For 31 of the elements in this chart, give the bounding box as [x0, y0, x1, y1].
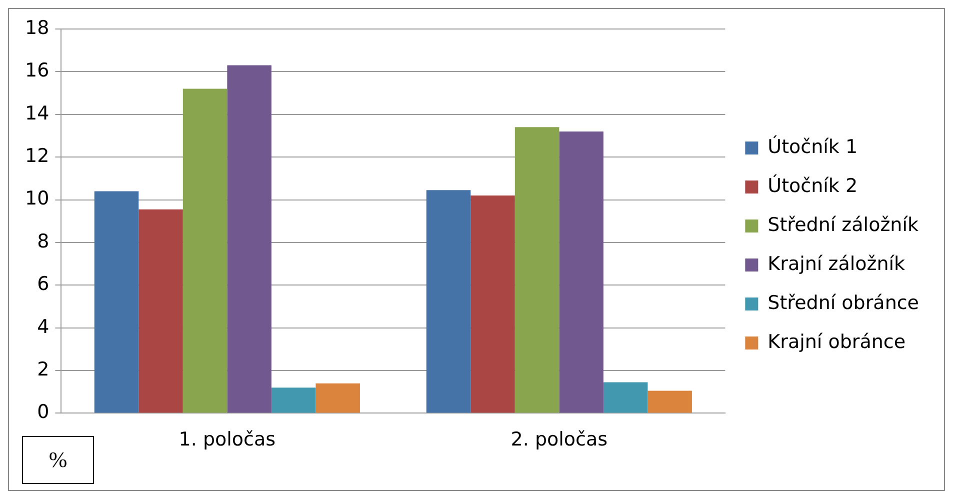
- bar: [648, 390, 692, 413]
- legend-label: Střední záložník: [768, 214, 919, 236]
- bar: [470, 195, 515, 413]
- bar: [426, 190, 471, 413]
- y-tick-label: 14: [24, 102, 50, 124]
- y-tick-label: 6: [37, 273, 50, 296]
- legend-label: Útočník 1: [768, 134, 858, 158]
- bar: [603, 382, 648, 413]
- y-tick-label: 18: [24, 16, 50, 39]
- bar: [559, 131, 604, 413]
- bar: [94, 191, 139, 413]
- legend-label: Krajní záložník: [768, 252, 906, 275]
- y-axis-title: %: [22, 436, 94, 484]
- bar: [514, 127, 560, 413]
- bar: [271, 388, 316, 413]
- y-tick-label: 10: [24, 188, 50, 210]
- x-tick-label: 1. poločas: [178, 428, 276, 451]
- x-tick-label: 2. poločas: [510, 428, 608, 451]
- legend-label: Střední obránce: [768, 292, 920, 314]
- y-tick-label: 2: [37, 358, 50, 380]
- legend-label: Krajní obránce: [768, 330, 906, 353]
- bar: [138, 209, 183, 413]
- bar: [227, 65, 272, 413]
- y-tick-label: 0: [37, 401, 50, 424]
- y-tick-label: 12: [24, 145, 50, 168]
- y-tick-label: 16: [24, 60, 50, 82]
- bar: [182, 88, 228, 413]
- y-tick-label: 4: [37, 316, 50, 338]
- bar: [316, 383, 360, 413]
- legend-label: Útočník 2: [768, 174, 858, 197]
- y-tick-label: 8: [37, 230, 50, 252]
